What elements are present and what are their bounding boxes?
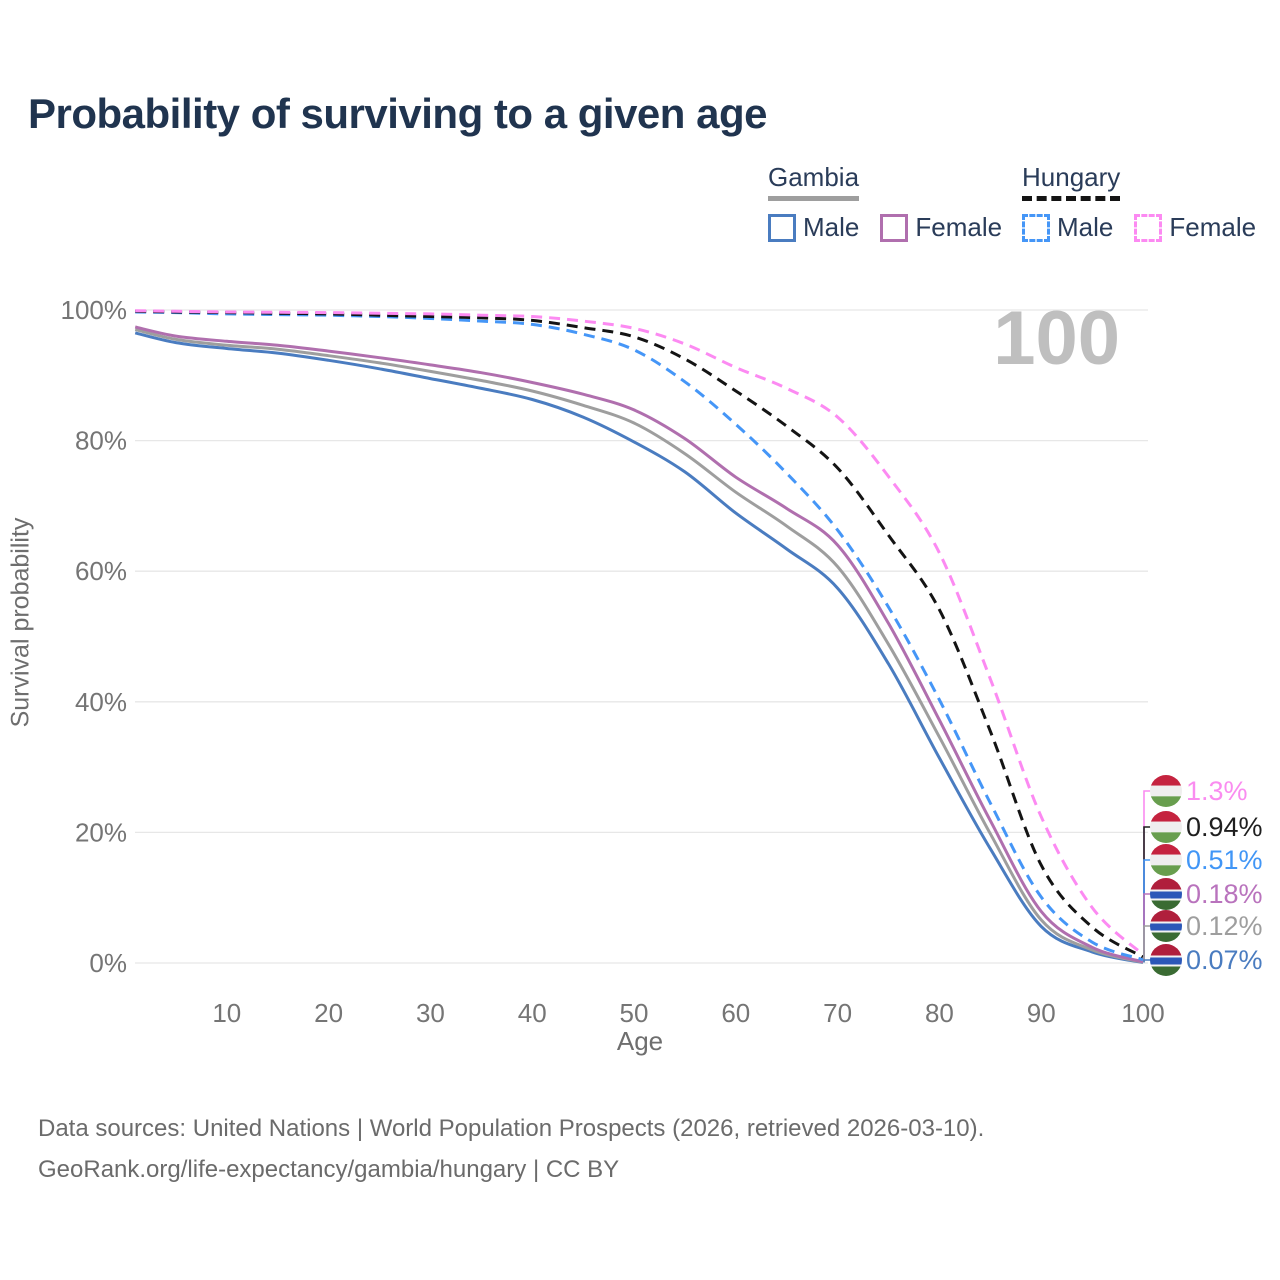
x-axis-title: Age — [616, 1026, 664, 1056]
x-tick-label: 60 — [721, 998, 750, 1028]
x-tick-label: 70 — [823, 998, 852, 1028]
series-line-gambia-male[interactable] — [134, 331, 1144, 964]
legend-item-label: Male — [803, 212, 860, 242]
legend-item-label: Female — [915, 212, 1003, 242]
gambia-flag-icon — [1150, 878, 1182, 910]
end-label-connector — [1143, 859, 1152, 960]
end-label-connector — [1143, 959, 1152, 963]
source-line-2: GeoRank.org/life-expectancy/gambia/hunga… — [38, 1156, 620, 1183]
legend-item-label: Male — [1057, 212, 1114, 242]
gambia-flag-icon — [1150, 944, 1182, 976]
legend-title-gambia[interactable]: Gambia — [768, 162, 860, 201]
x-tick-label: 30 — [416, 998, 445, 1028]
hungary-flag-icon — [1150, 775, 1182, 807]
gambia-female-swatch-icon — [880, 213, 909, 242]
y-tick-label: 100% — [61, 295, 128, 325]
series-line-hungary-male[interactable] — [135, 310, 1144, 962]
hungary-flag-icon — [1150, 844, 1182, 876]
end-label-value: 0.94% — [1186, 812, 1263, 842]
end-label-value: 0.51% — [1186, 845, 1263, 875]
y-tick-label: 20% — [75, 817, 127, 847]
legend-item-gambia-male[interactable]: Male — [768, 212, 859, 243]
source-line-1: Data sources: United Nations | World Pop… — [38, 1115, 985, 1142]
end-label-value: 0.18% — [1186, 879, 1263, 909]
end-label-connector — [1143, 925, 1152, 963]
gambia-male-swatch-icon — [768, 213, 796, 242]
x-tick-label: 80 — [925, 998, 954, 1028]
y-tick-label: 60% — [75, 556, 127, 586]
series-line-hungary-female[interactable] — [135, 309, 1145, 956]
y-tick-label: 40% — [75, 687, 127, 717]
y-tick-label: 80% — [75, 426, 127, 456]
page-title: Probability of surviving to a given age — [28, 90, 767, 137]
legend-group-gambia: Gambia Male Female — [768, 162, 1002, 243]
legend-item-hungary-female[interactable]: Female — [1134, 212, 1256, 243]
gambia-flag-icon — [1150, 910, 1182, 942]
series-line-gambia-female[interactable] — [134, 325, 1144, 964]
y-tick-label: 0% — [89, 948, 127, 978]
x-tick-label: 100 — [1121, 998, 1164, 1028]
legend-group-hungary: Hungary Male Female — [1022, 162, 1256, 243]
end-label-value: 0.07% — [1186, 945, 1263, 975]
hungary-female-swatch-icon — [1134, 213, 1163, 242]
end-label-value: 1.3% — [1186, 776, 1248, 806]
x-tick-label: 10 — [212, 998, 241, 1028]
x-tick-label: 90 — [1027, 998, 1056, 1028]
end-label-value: 0.12% — [1186, 911, 1263, 941]
legend: Gambia Male Female Hungary Male — [768, 162, 1268, 242]
x-tick-label: 20 — [314, 998, 343, 1028]
legend-title-hungary[interactable]: Hungary — [1022, 162, 1121, 201]
hovered-age-watermark: 100 — [993, 296, 1120, 381]
x-tick-label: 50 — [620, 998, 649, 1028]
series-line-hungary-overall[interactable] — [135, 309, 1144, 959]
legend-item-hungary-male[interactable]: Male — [1022, 212, 1113, 243]
x-tick-label: 40 — [518, 998, 547, 1028]
series-line-gambia-overall[interactable] — [134, 328, 1144, 964]
y-axis-title: Survival probability — [6, 517, 35, 728]
source-note: Data sources: United Nations | World Pop… — [38, 1108, 984, 1190]
legend-item-gambia-female[interactable]: Female — [880, 212, 1002, 243]
hungary-flag-icon — [1150, 811, 1182, 843]
hungary-male-swatch-icon — [1022, 213, 1050, 242]
legend-item-label: Female — [1169, 212, 1257, 242]
